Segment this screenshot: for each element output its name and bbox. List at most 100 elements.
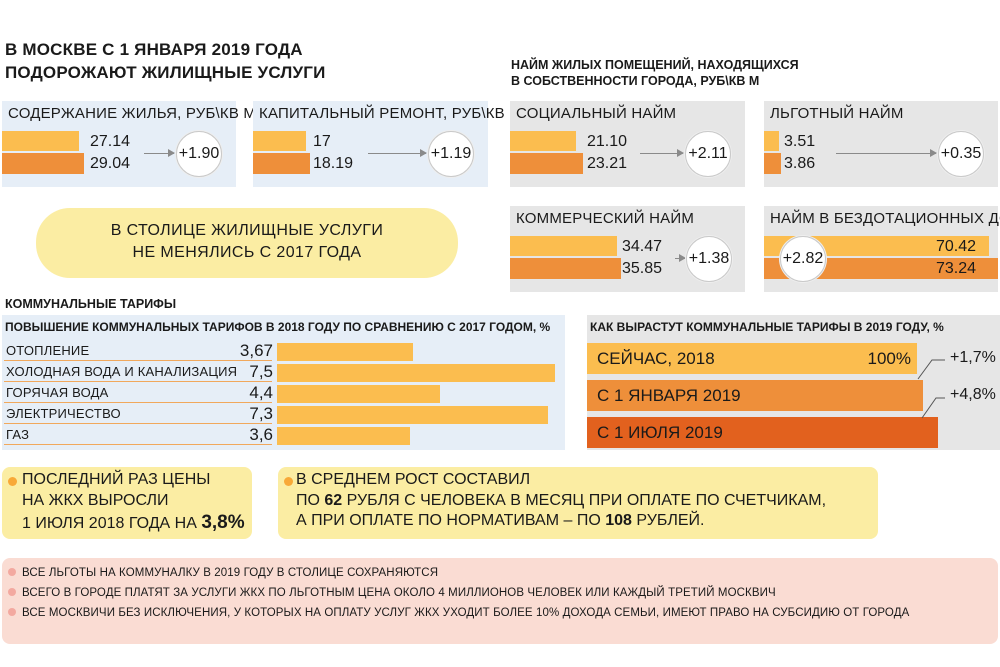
info-left-line3: 1 ИЮЛЯ 2018 ГОДА НА 3,8% <box>22 512 245 534</box>
rent-title-line2: В СОБСТВЕННОСТИ ГОРОДА, РУБ\КВ М <box>511 74 760 88</box>
tariff-bar <box>277 385 440 403</box>
panel-title: ЛЬГОТНЫЙ НАЙМ <box>770 105 904 122</box>
note-text: ВСЕ ЛЬГОТЫ НА КОММУНАЛКУ В 2019 ГОДУ В С… <box>22 567 439 579</box>
arrow-icon <box>836 149 937 157</box>
panel-commercial-rent: КОММЕРЧЕСКИЙ НАЙМ 34.47 35.85 +1.38 <box>510 206 745 292</box>
tariff-row <box>4 343 272 361</box>
info-pill: В СТОЛИЦЕ ЖИЛИЩНЫЕ УСЛУГИ НЕ МЕНЯЛИСЬ С … <box>36 208 458 278</box>
tariff-bar <box>277 343 413 361</box>
panel-nonsubsidized-rent: НАЙМ В БЕЗДОТАЦИОННЫХ ДОМАХ 70.42 73.24 … <box>764 206 1000 292</box>
bar-2019 <box>510 258 621 279</box>
change-badge: +1.90 <box>176 131 222 177</box>
note-item: ВСЕ МОСКВИЧИ БЕЗ ИСКЛЮЧЕНИЯ, У КОТОРЫХ Н… <box>8 607 909 619</box>
info-left-value: 3,8% <box>201 512 245 533</box>
info-right-line3-b: РУБЛЕЙ. <box>636 512 705 529</box>
page-title-line2: ПОДОРОЖАЮТ ЖИЛИЩНЫЕ УСЛУГИ <box>5 63 326 82</box>
bullet-icon <box>284 477 293 486</box>
tariff-row <box>4 364 272 382</box>
tariff-value-label: 4,4 <box>249 383 273 402</box>
bar-2019 <box>253 153 310 174</box>
tariff-bar-jan: С 1 ЯНВАРЯ 2019 <box>587 380 923 411</box>
increase-jul: +4,8% <box>950 386 996 403</box>
bullet-icon <box>8 608 16 616</box>
increase-jan: +1,7% <box>950 349 996 366</box>
arrow-icon <box>640 149 684 157</box>
info-right-line3-a: А ПРИ ОПЛАТЕ ПО НОРМАТИВАМ – ПО <box>296 512 601 529</box>
info-right-num-108: 108 <box>605 512 632 529</box>
tariff-bar <box>277 364 555 382</box>
bar-2018 <box>510 131 576 151</box>
tariff-row <box>4 385 272 403</box>
tariff-increase-lines <box>917 359 945 419</box>
panel-preferential-rent: ЛЬГОТНЫЙ НАЙМ 3.51 3.86 +0.35 <box>764 101 998 187</box>
tariffs-2019-title: КАК ВЫРАСТУТ КОММУНАЛЬНЫЕ ТАРИФЫ В 2019 … <box>590 320 944 334</box>
notes-box: ВСЕ ЛЬГОТЫ НА КОММУНАЛКУ В 2019 ГОДУ В С… <box>2 558 998 644</box>
tariff-row <box>4 427 272 445</box>
tariff-value-label: 3,67 <box>239 341 273 360</box>
bullet-icon <box>8 568 16 576</box>
note-text: ВСЕГО В ГОРОДЕ ПЛАТЯТ ЗА УСЛУГИ ЖКХ ПО Л… <box>22 587 776 599</box>
panel-title: СОДЕРЖАНИЕ ЖИЛЬЯ, РУБ\КВ М <box>8 105 257 122</box>
change-badge: +2.11 <box>685 131 731 177</box>
panel-social-rent: СОЦИАЛЬНЫЙ НАЙМ 21.10 23.21 +2.11 <box>510 101 745 187</box>
panel-title: КАПИТАЛЬНЫЙ РЕМОНТ, РУБ\КВ М <box>259 105 522 122</box>
tariff-row <box>4 406 272 424</box>
bar-2018 <box>764 131 779 151</box>
value-2018: 17 <box>313 133 331 150</box>
tariff-label-jan: С 1 ЯНВАРЯ 2019 <box>597 386 741 405</box>
panel-capital-repair: КАПИТАЛЬНЫЙ РЕМОНТ, РУБ\КВ М 17 18.19 +1… <box>253 101 522 187</box>
panel-maintenance: СОДЕРЖАНИЕ ЖИЛЬЯ, РУБ\КВ М 27.14 29.04 +… <box>2 101 256 187</box>
info-right-line2: ПО 62 РУБЛЯ С ЧЕЛОВЕКА В МЕСЯЦ ПРИ ОПЛАТ… <box>296 492 826 510</box>
tariff-bar-jul: С 1 ИЮЛЯ 2019 <box>587 417 938 448</box>
value-2018: 3.51 <box>784 133 816 150</box>
tariff-value-label: 3,6 <box>249 425 273 444</box>
value-2019: 18.19 <box>313 155 354 172</box>
change-badge: +1.19 <box>428 131 474 177</box>
note-item: ВСЕ ЛЬГОТЫ НА КОММУНАЛКУ В 2019 ГОДУ В С… <box>8 567 438 579</box>
bar-2018 <box>2 131 79 151</box>
bullet-icon <box>8 477 17 486</box>
value-2018: 34.47 <box>622 238 663 255</box>
value-2019: 29.04 <box>90 155 131 172</box>
arrow-icon <box>368 149 427 157</box>
change-badge: +0.35 <box>938 131 984 177</box>
bullet-icon <box>8 588 16 596</box>
note-text: ВСЕ МОСКВИЧИ БЕЗ ИСКЛЮЧЕНИЯ, У КОТОРЫХ Н… <box>22 607 910 619</box>
tariff-label-now: СЕЙЧАС, 2018 <box>597 349 715 368</box>
page-title-line1: В МОСКВЕ С 1 ЯНВАРЯ 2019 ГОДА <box>5 40 303 59</box>
tariffs-2018-title: ПОВЫШЕНИЕ КОММУНАЛЬНЫХ ТАРИФОВ В 2018 ГО… <box>5 320 551 334</box>
info-right-line1: В СРЕДНЕМ РОСТ СОСТАВИЛ <box>296 471 531 488</box>
value-2019: 3.86 <box>784 155 816 172</box>
value-2019: 73.24 <box>936 260 977 277</box>
tariff-bar <box>277 427 410 445</box>
arrow-icon <box>675 254 686 262</box>
rent-title-line1: НАЙМ ЖИЛЫХ ПОМЕЩЕНИЙ, НАХОДЯЩИХСЯ <box>511 58 799 72</box>
value-2018: 21.10 <box>587 133 628 150</box>
value-2019: 35.85 <box>622 260 663 277</box>
bar-2019 <box>2 153 84 174</box>
info-left-line3-text: 1 ИЮЛЯ 2018 ГОДА НА <box>22 515 197 532</box>
info-right-num-62: 62 <box>324 492 343 509</box>
tariff-category-label: ХОЛОДНАЯ ВОДА И КАНАЛИЗАЦИЯ <box>6 364 238 379</box>
bar-2019 <box>764 153 781 174</box>
info-right-line2-a: ПО <box>296 492 320 509</box>
tariff-value-label: 7,3 <box>249 404 273 423</box>
tariffs-2018-panel: ПОВЫШЕНИЕ КОММУНАЛЬНЫХ ТАРИФОВ В 2018 ГО… <box>2 315 565 450</box>
info-box-last-increase: ПОСЛЕДНИЙ РАЗ ЦЕНЫ НА ЖКХ ВЫРОСЛИ 1 ИЮЛЯ… <box>2 467 252 539</box>
arrow-icon <box>144 149 175 157</box>
info-right-line3: А ПРИ ОПЛАТЕ ПО НОРМАТИВАМ – ПО 108 РУБЛ… <box>296 512 705 530</box>
panel-title: СОЦИАЛЬНЫЙ НАЙМ <box>516 105 677 122</box>
tariff-category-label: ГАЗ <box>6 427 30 442</box>
value-2018: 27.14 <box>90 133 131 150</box>
tariff-category-label: ОТОПЛЕНИЕ <box>6 343 90 358</box>
tariff-category-label: ЭЛЕКТРИЧЕСТВО <box>6 406 121 421</box>
tariff-bar <box>277 406 548 424</box>
panel-title: КОММЕРЧЕСКИЙ НАЙМ <box>516 210 695 227</box>
bar-2019 <box>510 153 583 174</box>
panel-title: НАЙМ В БЕЗДОТАЦИОННЫХ ДОМАХ <box>770 210 1000 227</box>
tariff-value-label: 7,5 <box>249 362 273 381</box>
info-left-line1: ПОСЛЕДНИЙ РАЗ ЦЕНЫ <box>22 471 211 488</box>
value-2018: 70.42 <box>936 238 977 255</box>
change-badge: +1.38 <box>686 236 732 282</box>
pill-line2: НЕ МЕНЯЛИСЬ С 2017 ГОДА <box>132 244 362 261</box>
